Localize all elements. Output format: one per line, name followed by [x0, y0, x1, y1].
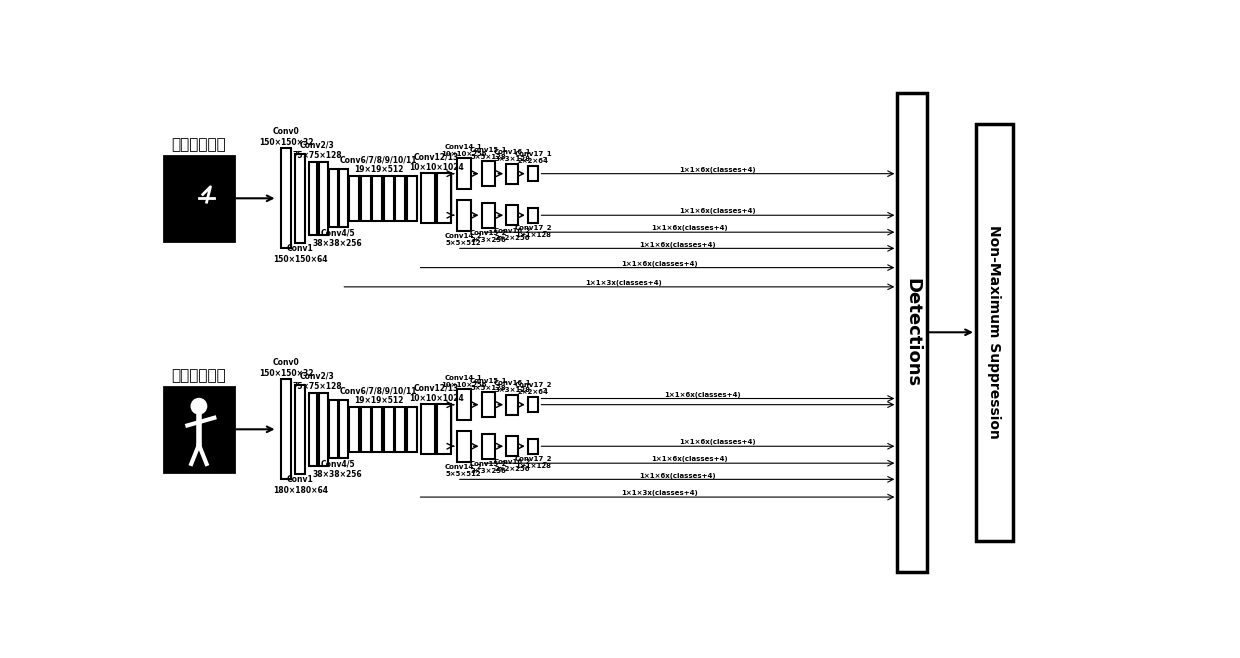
- Bar: [481, 161, 495, 186]
- Bar: [506, 395, 518, 415]
- Text: Conv1
180×180×64: Conv1 180×180×64: [273, 475, 327, 495]
- Text: Conv15_1
5×5×128: Conv15_1 5×5×128: [470, 377, 507, 391]
- Text: Conv17_2
1×1×128: Conv17_2 1×1×128: [515, 455, 552, 469]
- Bar: [528, 207, 538, 223]
- Text: Conv16_1
3×3×128: Conv16_1 3×3×128: [494, 379, 531, 393]
- Text: Conv16_2
2×2×256: Conv16_2 2×2×256: [494, 227, 531, 241]
- Bar: [528, 166, 538, 182]
- Bar: [407, 176, 417, 220]
- Bar: [281, 379, 291, 480]
- Text: 1×1×6x(classes+4): 1×1×6x(classes+4): [639, 241, 715, 247]
- Text: 1×1×6x(classes+4): 1×1×6x(classes+4): [621, 261, 698, 267]
- Text: Conv2/3
75×75×128: Conv2/3 75×75×128: [293, 141, 342, 160]
- Text: Conv17_2
2×2×64: Conv17_2 2×2×64: [515, 382, 552, 395]
- Text: Conv12/13
10×10×1024: Conv12/13 10×10×1024: [409, 384, 464, 403]
- Bar: [309, 393, 317, 466]
- Bar: [456, 431, 471, 462]
- Text: Conv17_1
2×2×64: Conv17_1 2×2×64: [515, 151, 552, 164]
- Bar: [372, 176, 382, 220]
- Text: Conv4/5
38×38×256: Conv4/5 38×38×256: [312, 229, 362, 248]
- Bar: [396, 407, 405, 451]
- Bar: [506, 436, 518, 456]
- Text: Conv14_2
5×5×512: Conv14_2 5×5×512: [445, 463, 482, 477]
- Bar: [422, 404, 435, 454]
- Bar: [898, 93, 926, 572]
- Text: Conv15_2
3×3×256: Conv15_2 3×3×256: [470, 460, 507, 474]
- Bar: [319, 393, 327, 466]
- Bar: [396, 176, 405, 220]
- Bar: [976, 124, 1013, 541]
- Text: Conv15_2
3×3×256: Conv15_2 3×3×256: [470, 229, 507, 243]
- Text: Detections: Detections: [903, 278, 921, 387]
- Bar: [456, 159, 471, 189]
- Bar: [481, 392, 495, 417]
- Bar: [164, 156, 233, 241]
- Bar: [350, 407, 360, 451]
- Bar: [456, 390, 471, 420]
- Text: 彩色网络通道: 彩色网络通道: [171, 137, 226, 152]
- Bar: [295, 385, 305, 474]
- Bar: [164, 387, 233, 472]
- Text: 1×1×6x(classes+4): 1×1×6x(classes+4): [651, 226, 728, 232]
- Bar: [372, 407, 382, 451]
- Bar: [506, 164, 518, 184]
- Text: Conv6/7/8/9/10/11
19×19×512: Conv6/7/8/9/10/11 19×19×512: [340, 155, 418, 174]
- Text: 1×1×6x(classes+4): 1×1×6x(classes+4): [651, 457, 728, 463]
- Text: Conv1
150×150×64: Conv1 150×150×64: [273, 244, 327, 263]
- Text: Conv12/13
10×10×1024: Conv12/13 10×10×1024: [409, 153, 464, 172]
- Bar: [329, 401, 337, 458]
- Text: Conv4/5
38×38×256: Conv4/5 38×38×256: [312, 460, 362, 479]
- Text: 1×1×3x(classes+4): 1×1×3x(classes+4): [621, 490, 698, 496]
- Text: Conv6/7/8/9/10/11
19×19×512: Conv6/7/8/9/10/11 19×19×512: [340, 386, 418, 405]
- Bar: [456, 200, 471, 231]
- Text: Conv2/3
75×75×128: Conv2/3 75×75×128: [293, 372, 342, 392]
- Text: 深度网络通道: 深度网络通道: [171, 368, 226, 383]
- Text: Conv14_2
5×5×512: Conv14_2 5×5×512: [445, 232, 482, 246]
- Bar: [319, 162, 327, 235]
- Text: Conv0
150×150×32: Conv0 150×150×32: [259, 127, 314, 147]
- Text: 1×1×3x(classes+4): 1×1×3x(classes+4): [585, 280, 662, 286]
- Bar: [361, 176, 371, 220]
- Bar: [329, 170, 337, 227]
- Bar: [481, 203, 495, 228]
- Text: Conv14_1
10×10×256: Conv14_1 10×10×256: [441, 143, 486, 157]
- Text: 1×1×6x(classes+4): 1×1×6x(classes+4): [665, 392, 740, 397]
- Bar: [528, 397, 538, 413]
- Text: Conv16_1
3×3×128: Conv16_1 3×3×128: [494, 148, 531, 162]
- Bar: [339, 170, 347, 227]
- Text: Conv17_2
1×1×128: Conv17_2 1×1×128: [515, 224, 552, 238]
- Text: Conv0
150×150×32: Conv0 150×150×32: [259, 359, 314, 378]
- Bar: [528, 438, 538, 454]
- Text: 1×1×6x(classes+4): 1×1×6x(classes+4): [639, 472, 715, 478]
- Text: Conv15_1
5×5×128: Conv15_1 5×5×128: [470, 146, 507, 160]
- Text: Conv16_2
2×2×256: Conv16_2 2×2×256: [494, 458, 531, 472]
- Bar: [309, 162, 317, 235]
- Bar: [506, 205, 518, 225]
- Bar: [436, 404, 450, 454]
- Bar: [339, 401, 347, 458]
- Bar: [295, 154, 305, 243]
- Circle shape: [191, 399, 207, 414]
- Bar: [350, 176, 360, 220]
- Bar: [407, 407, 417, 451]
- Bar: [422, 173, 435, 223]
- Bar: [383, 176, 394, 220]
- Text: 1×1×6x(classes+4): 1×1×6x(classes+4): [680, 440, 756, 445]
- Text: Conv14_1
10×10×256: Conv14_1 10×10×256: [441, 374, 486, 388]
- Bar: [281, 148, 291, 248]
- Bar: [481, 434, 495, 459]
- Text: 1×1×6x(classes+4): 1×1×6x(classes+4): [680, 209, 756, 215]
- Text: Non-Maximum Suppression: Non-Maximum Suppression: [987, 225, 1002, 440]
- Text: 1×1×6x(classes+4): 1×1×6x(classes+4): [680, 167, 756, 173]
- Bar: [383, 407, 394, 451]
- Bar: [436, 173, 450, 223]
- Bar: [361, 407, 371, 451]
